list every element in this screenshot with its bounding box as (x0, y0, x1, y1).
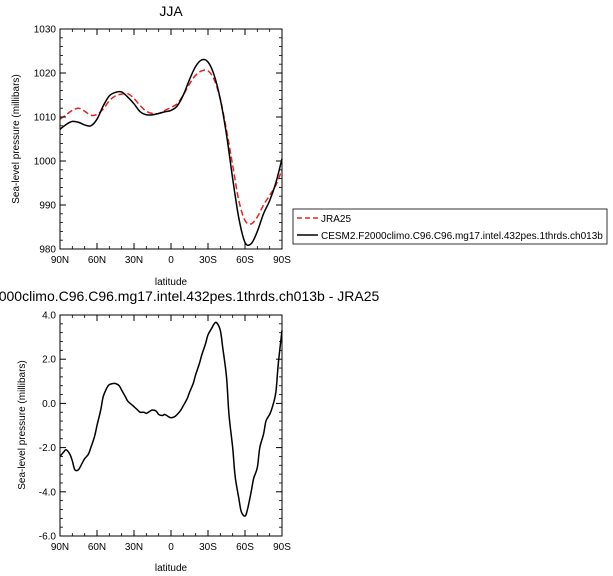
top-y-tick-label: 1000 (34, 157, 57, 168)
bottom-y-tick-label: 0.0 (42, 399, 56, 410)
legend-frame (292, 208, 608, 245)
legend-label-jra25: JRA25 (321, 214, 351, 225)
bottom-y-tick-label: 4.0 (42, 311, 56, 322)
bottom-x-tick-label: 60N (88, 542, 106, 553)
bottom-series-line-difference (59, 321, 283, 517)
top-y-tick-label: 1030 (34, 25, 57, 36)
bottom-x-tick-label: 0 (168, 542, 174, 553)
top-x-tick-label: 30N (125, 255, 143, 266)
top-y-tick-label: 980 (39, 245, 56, 256)
top-x-tick-label: 90S (273, 255, 291, 266)
bottom-chart-xlabel: latitude (155, 563, 188, 574)
bottom-chart-panel: 2.F2000climo.C96.C96.mg17.intel.432pes.1… (0, 288, 379, 574)
bottom-x-tick-label: 30S (199, 542, 217, 553)
top-x-tick-label: 30S (199, 255, 217, 266)
bottom-x-tick-label: 60S (236, 542, 254, 553)
bottom-chart-title: 2.F2000climo.C96.C96.mg17.intel.432pes.1… (0, 288, 379, 304)
top-chart-title: JJA (159, 3, 183, 19)
bottom-chart-ylabel: Sea-level pressure (millibars) (17, 360, 28, 489)
bottom-y-tick-label: 2.0 (42, 355, 56, 366)
bottom-x-tick-label: 90N (51, 542, 69, 553)
top-series-line-jra25 (59, 69, 283, 225)
bottom-x-tick-label: 90S (273, 542, 291, 553)
bottom-y-tick-label: -2.0 (39, 443, 57, 454)
bottom-y-tick-label: -6.0 (39, 532, 57, 543)
top-y-tick-label: 990 (39, 201, 56, 212)
top-series-line-cesm2 (59, 58, 283, 247)
top-x-tick-label: 60S (236, 255, 254, 266)
top-chart-ylabel: Sea-level pressure (millibars) (11, 74, 22, 203)
top-y-tick-label: 1010 (34, 113, 57, 124)
legend: JRA25 CESM2.F2000climo.C96.C96.mg17.inte… (292, 208, 608, 245)
top-y-tick-label: 1020 (34, 69, 57, 80)
bottom-y-tick-label: -4.0 (39, 487, 57, 498)
top-x-tick-label: 0 (168, 255, 174, 266)
top-chart-panel: JJA 90N 60N 30N 0 30S 60S 90S 980 990 1000 1010 102… (11, 3, 608, 288)
top-chart-xlabel: latitude (155, 277, 188, 288)
legend-label-cesm2: CESM2.F2000climo.C96.C96.mg17.intel.432p… (321, 231, 603, 242)
top-x-tick-label: 60N (88, 255, 106, 266)
bottom-x-tick-label: 30N (125, 542, 143, 553)
top-x-tick-label: 90N (51, 255, 69, 266)
top-chart-frame (59, 28, 283, 250)
